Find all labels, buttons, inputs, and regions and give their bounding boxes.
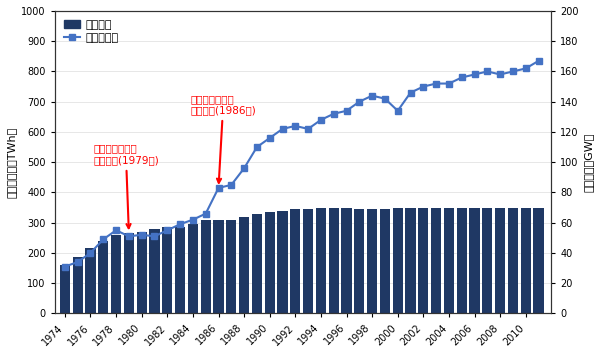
Bar (469, 207, 479, 313)
Bar (431, 207, 441, 313)
Bar (98, 241, 109, 313)
Bar (226, 220, 236, 313)
Text: スリーマイル島
原発事故(1979年): スリーマイル島 原発事故(1979年) (93, 144, 159, 228)
Bar (341, 207, 352, 313)
Bar (329, 207, 339, 313)
Bar (277, 211, 287, 313)
Bar (73, 257, 83, 313)
Bar (60, 265, 70, 313)
Bar (418, 207, 428, 313)
Bar (367, 209, 377, 313)
Bar (175, 227, 185, 313)
Bar (85, 249, 95, 313)
Bar (495, 207, 505, 313)
Bar (533, 207, 544, 313)
Bar (162, 227, 172, 313)
Bar (392, 207, 403, 313)
Bar (521, 207, 531, 313)
Bar (508, 207, 518, 313)
Bar (149, 229, 160, 313)
Bar (316, 207, 326, 313)
Bar (124, 233, 134, 313)
Bar (444, 207, 454, 313)
Legend: 設備容量, 発電電力量: 設備容量, 発電電力量 (60, 17, 122, 46)
Bar (406, 207, 416, 313)
Bar (482, 207, 493, 313)
Bar (290, 209, 301, 313)
Bar (200, 220, 211, 313)
Bar (137, 232, 147, 313)
Bar (303, 209, 313, 313)
Bar (239, 217, 249, 313)
Bar (457, 207, 467, 313)
Y-axis label: 設備容量（GW）: 設備容量（GW） (583, 132, 593, 192)
Bar (214, 220, 224, 313)
Bar (354, 209, 364, 313)
Bar (380, 209, 390, 313)
Bar (111, 235, 121, 313)
Bar (252, 213, 262, 313)
Bar (265, 212, 275, 313)
Y-axis label: 発電電力量（TWh）: 発電電力量（TWh） (7, 127, 17, 198)
Text: チェルノブイリ
原発事故(1986年): チェルノブイリ 原発事故(1986年) (190, 94, 256, 183)
Bar (188, 224, 198, 313)
